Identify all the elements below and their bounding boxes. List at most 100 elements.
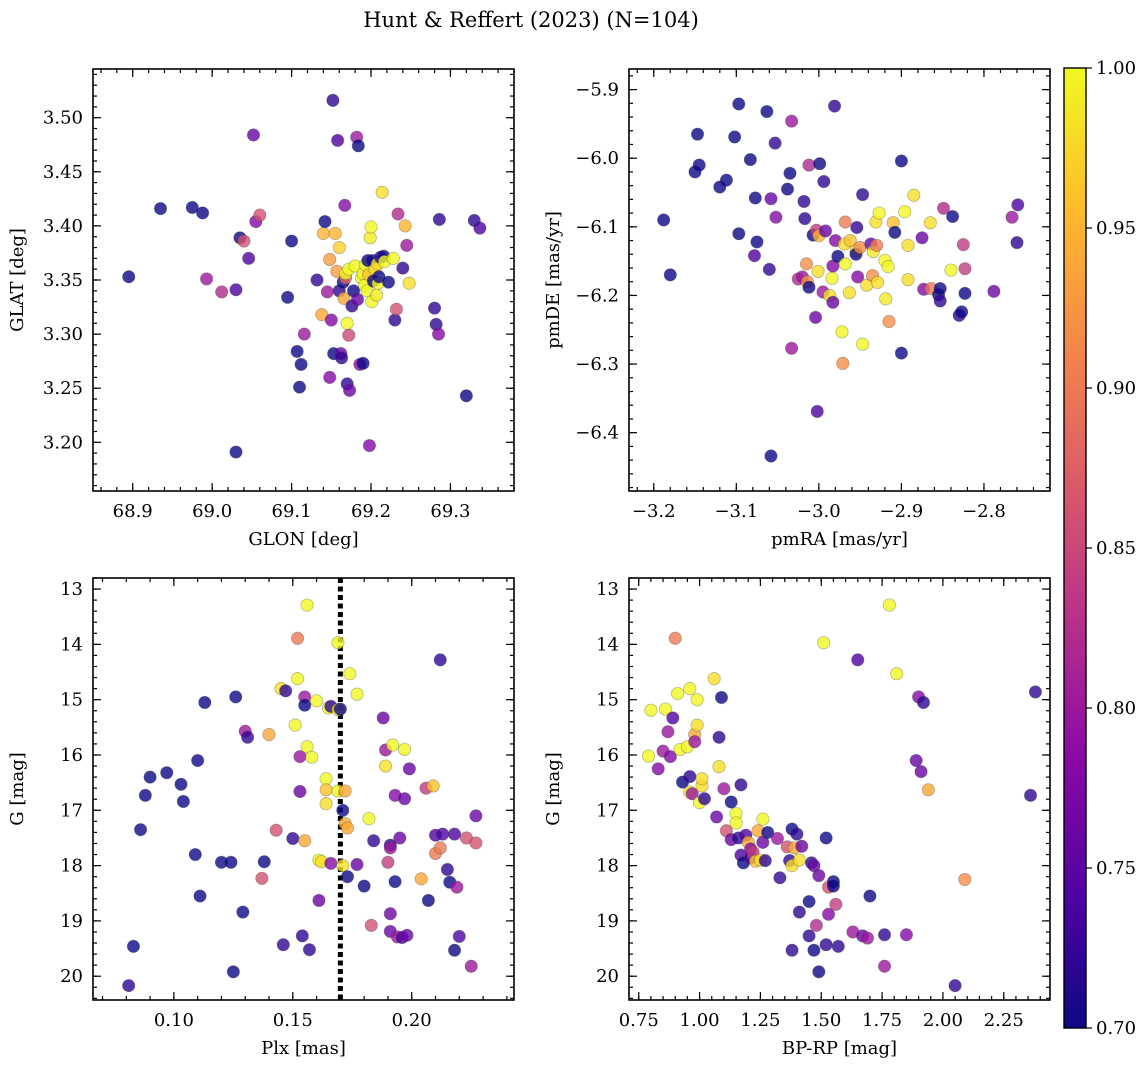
data-point: [372, 270, 386, 284]
y-tick-label: 3.30: [43, 324, 83, 345]
data-point: [294, 357, 308, 371]
data-point: [310, 273, 324, 287]
data-point: [826, 879, 841, 893]
data-point: [888, 225, 902, 239]
data-point: [729, 816, 743, 830]
data-point: [290, 631, 305, 645]
data-point: [899, 928, 914, 942]
data-point: [881, 260, 895, 274]
data-point: [707, 672, 721, 686]
data-point: [421, 893, 435, 908]
data-point: [229, 283, 243, 297]
data-point: [1010, 236, 1024, 250]
data-point: [764, 449, 778, 463]
data-point: [802, 280, 816, 294]
data-point: [319, 797, 333, 811]
data-point: [236, 905, 250, 919]
data-point: [262, 727, 276, 742]
data-point: [383, 907, 397, 921]
data-point: [288, 718, 302, 732]
data-point: [1005, 210, 1019, 224]
data-point: [300, 740, 314, 754]
data-point: [402, 276, 416, 290]
data-point: [933, 294, 947, 308]
data-point: [176, 794, 190, 809]
data-point: [870, 238, 884, 252]
data-point: [923, 216, 937, 230]
data-point: [907, 188, 921, 202]
data-point: [350, 687, 364, 701]
data-point: [331, 133, 345, 148]
data-point: [431, 327, 446, 341]
data-point: [246, 128, 261, 142]
data-point: [229, 445, 243, 459]
data-point: [690, 127, 705, 141]
x-tick-label: −2.9: [880, 501, 924, 522]
data-point: [324, 313, 338, 327]
data-point: [785, 114, 799, 128]
y-tick-label: 17: [60, 800, 83, 821]
y-tick-label: 13: [60, 579, 83, 600]
data-point: [433, 653, 447, 667]
data-point: [761, 825, 775, 840]
data-point: [728, 130, 742, 144]
data-point: [890, 667, 904, 681]
data-point: [362, 811, 376, 826]
data-point: [714, 690, 729, 705]
x-tick-label: 0.20: [392, 1010, 432, 1031]
data-point: [452, 929, 466, 943]
data-point: [838, 257, 852, 271]
data-point: [362, 438, 377, 453]
data-point: [842, 286, 857, 300]
y-tick-label: 20: [60, 966, 83, 987]
data-point: [945, 209, 960, 224]
data-point: [802, 894, 816, 909]
data-point: [319, 772, 333, 786]
data-point: [785, 341, 799, 355]
scatter-panel: 68.9 69.0 69.1 69.2 69.3 3.20 3.25 3.30 3.35 3.40…: [7, 68, 515, 550]
data-point: [398, 219, 412, 233]
data-point: [320, 285, 334, 299]
data-point: [316, 226, 330, 241]
data-point: [281, 290, 295, 304]
data-point: [436, 827, 450, 841]
data-point: [198, 695, 212, 710]
data-point: [469, 809, 483, 823]
data-point: [657, 213, 671, 227]
data-point: [297, 327, 311, 341]
data-point: [901, 273, 915, 287]
data-point: [810, 404, 824, 419]
data-point: [807, 943, 821, 957]
x-tick-label: 0.75: [619, 1010, 659, 1031]
data-point: [293, 784, 307, 799]
data-point: [811, 264, 825, 279]
data-point: [473, 221, 487, 235]
data-point: [882, 314, 896, 329]
x-tick-label: 1.25: [740, 1010, 780, 1031]
data-point: [1023, 788, 1038, 802]
data-point: [683, 682, 697, 696]
data-point: [338, 784, 352, 798]
x-tick-label: 2.00: [923, 1010, 963, 1031]
x-tick-label: 69.1: [272, 501, 312, 522]
data-point: [901, 238, 915, 252]
data-point: [747, 249, 762, 263]
data-point: [695, 772, 709, 786]
data-point: [821, 907, 836, 921]
data-point: [389, 302, 404, 316]
y-axis-label: G [mag]: [543, 752, 564, 825]
data-point: [658, 702, 673, 716]
data-point: [690, 693, 704, 707]
data-point: [464, 959, 478, 973]
data-point: [253, 208, 267, 222]
data-point: [827, 99, 842, 113]
data-point: [780, 182, 795, 196]
y-tick-label: 13: [596, 579, 619, 600]
data-point: [153, 201, 168, 216]
axes-frame: [628, 577, 1051, 1001]
data-point: [185, 200, 199, 215]
figure-title: Hunt & Reffert (2023) (N=104): [363, 8, 699, 32]
data-point: [762, 262, 776, 276]
data-point: [323, 370, 337, 384]
